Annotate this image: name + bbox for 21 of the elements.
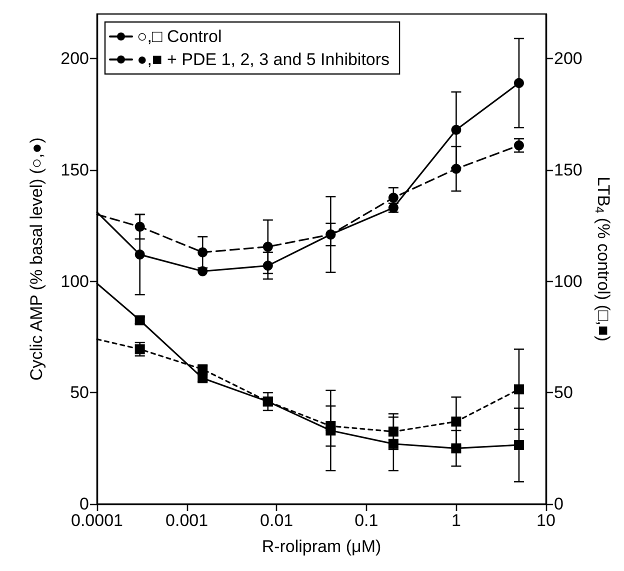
legend-label: ○,□ Control (137, 27, 222, 46)
y-tick-label: 100 (60, 272, 89, 291)
y2-tick-label: 100 (554, 272, 582, 291)
y2-tick-label: 0 (554, 494, 564, 514)
x-axis-title: R-rolipram (μM) (262, 537, 382, 556)
x-tick-label: 10 (536, 511, 556, 530)
legend-label: ●,■ + PDE 1, 2, 3 and 5 Inhibitors (137, 50, 390, 69)
y-tick-label: 50 (70, 383, 89, 402)
y-tick-label: 0 (80, 494, 89, 514)
y-axis-title: Cyclic AMP (% basal level) (○,●) (27, 137, 46, 381)
x-tick-label: 0.001 (166, 511, 208, 530)
y2-axis-title: LTB4 (% control) (□,■) (592, 176, 613, 342)
x-tick-label: 0.01 (260, 511, 294, 530)
x-tick-label: 0.0001 (71, 511, 123, 530)
y2-tick-label: 150 (554, 160, 582, 180)
y-tick-label: 200 (60, 49, 89, 68)
y2-tick-label: 50 (554, 383, 573, 402)
x-tick-label: 0.1 (354, 511, 378, 530)
y-tick-label: 150 (60, 160, 89, 180)
x-tick-label: 1 (451, 511, 461, 530)
y2-tick-label: 200 (554, 49, 582, 68)
